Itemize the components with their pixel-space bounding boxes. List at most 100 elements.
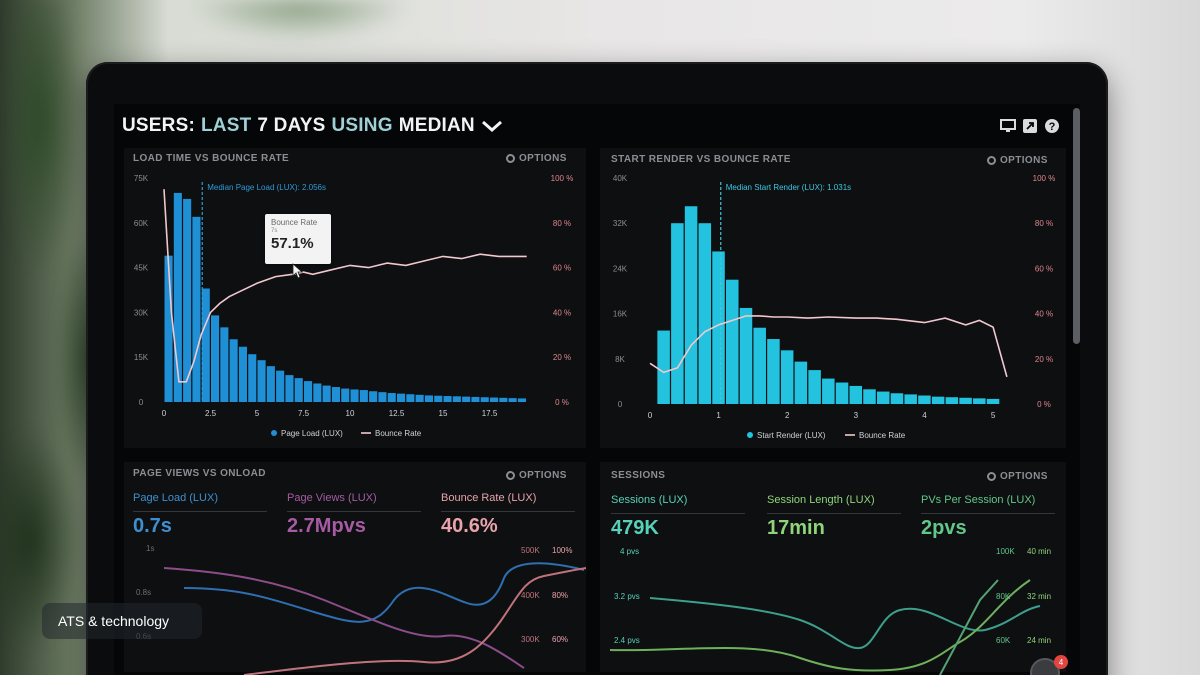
legend-swatch-bars <box>747 432 753 438</box>
caption-text: ATS & technology <box>58 613 170 629</box>
median-label: Median Page Load (LUX): 2.056s <box>207 183 326 192</box>
metric-divider <box>441 511 575 512</box>
options-button-start-render[interactable]: OPTIONS <box>987 155 1048 166</box>
right-tick: 400K <box>521 591 540 600</box>
x-tick: 7.5 <box>298 409 310 418</box>
histogram-bar <box>499 397 508 402</box>
monitor-icon[interactable] <box>1000 118 1016 134</box>
left-tick: 2.4 pvs <box>614 636 640 645</box>
metric-divider <box>287 511 421 512</box>
options-button-page-views[interactable]: OPTIONS <box>506 470 567 481</box>
histogram-bar <box>285 375 294 402</box>
histogram-bar <box>238 346 247 402</box>
dashboard-title[interactable]: USERS: LAST 7 DAYS USING MEDIAN <box>122 115 503 137</box>
histogram-bar <box>192 216 201 402</box>
y-tick-left: 30K <box>134 308 149 317</box>
histogram-bar <box>462 396 471 402</box>
histogram-bar <box>183 198 192 402</box>
right-tick: 80K <box>996 592 1011 601</box>
y-tick-right: 60 % <box>553 264 571 273</box>
x-tick: 10 <box>346 409 355 418</box>
chart-start-render: 40K 32K 24K 16K 8K 0 100 % 80 % 60 % 40 % 20 % 0 % 0… <box>613 174 1055 440</box>
histogram-bar <box>684 206 698 404</box>
histogram-bar <box>890 393 904 404</box>
histogram-bar <box>443 396 452 402</box>
histogram-bar <box>331 387 340 402</box>
help-icon[interactable]: ? <box>1044 118 1060 134</box>
histogram-bar <box>904 394 917 404</box>
panel-label-load-time: LOAD TIME VS BOUNCE RATE <box>133 153 290 164</box>
histogram-bar <box>229 339 238 402</box>
x-tick: 12.5 <box>389 409 405 418</box>
histogram-bar <box>387 393 396 402</box>
left-tick: 3.2 pvs <box>614 592 640 601</box>
gear-icon <box>506 154 515 163</box>
metric-label-pvs-per-session: PVs Per Session (LUX) <box>921 494 1036 506</box>
scrollbar[interactable] <box>1073 108 1080 344</box>
y-tick-left: 24K <box>613 264 628 273</box>
legend-label-line: Bounce Rate <box>859 431 906 440</box>
histogram-bar <box>959 397 972 404</box>
y-tick-right: 20 % <box>1035 355 1053 364</box>
x-tick: 15 <box>439 409 448 418</box>
y-tick-right: 40 % <box>553 308 571 317</box>
sessions-series-line <box>649 597 1041 650</box>
metric-label-sessions: Sessions (LUX) <box>611 494 688 506</box>
metric-label-page-load: Page Load (LUX) <box>133 492 218 504</box>
histogram-bar <box>480 397 489 402</box>
panel-label-sessions: SESSIONS <box>611 470 666 481</box>
histogram-bar <box>257 360 266 402</box>
bounce-rate-tooltip: Bounce Rate 7s 57.1% <box>265 214 331 264</box>
histogram-bar <box>822 378 835 404</box>
y-tick-left: 16K <box>613 310 628 319</box>
x-tick: 0 <box>648 411 653 420</box>
legend-label-bars: Page Load (LUX) <box>281 429 343 438</box>
histogram-bar <box>945 397 959 404</box>
x-tick: 5 <box>991 411 996 420</box>
histogram-bar <box>671 223 684 404</box>
options-button-sessions[interactable]: OPTIONS <box>987 471 1048 482</box>
histogram-bar <box>490 397 499 402</box>
tooltip-sub: 7s <box>271 228 278 234</box>
histogram-bar <box>313 383 322 402</box>
right-tick: 40 min <box>1027 547 1051 556</box>
metric-divider <box>767 513 901 514</box>
histogram-bar <box>266 366 275 402</box>
metric-value-sessions: 479K <box>611 517 659 539</box>
histogram-bar <box>248 354 257 402</box>
right-tick: 60% <box>552 635 568 644</box>
bounce-rate-series-line <box>243 567 586 675</box>
histogram-bar <box>341 388 350 402</box>
title-using: USING <box>331 115 393 136</box>
svg-text:?: ? <box>1049 121 1056 133</box>
x-tick: 0 <box>162 409 167 418</box>
left-tick: 4 pvs <box>620 547 639 556</box>
histogram-bar <box>863 389 876 404</box>
histogram-bar <box>201 288 210 402</box>
y-tick-right: 60 % <box>1035 264 1053 273</box>
legend-label-line: Bounce Rate <box>375 429 422 438</box>
histogram-bar <box>931 396 945 404</box>
right-tick: 32 min <box>1027 592 1051 601</box>
histogram-bar <box>794 361 808 404</box>
histogram-bar <box>657 330 670 404</box>
options-label: OPTIONS <box>519 470 567 481</box>
histogram-bar <box>359 390 368 402</box>
right-tick: 80% <box>552 591 568 600</box>
histogram-bar <box>508 398 517 402</box>
top-icons: ? <box>1000 118 1060 134</box>
chevron-down-icon[interactable] <box>481 119 503 133</box>
histogram-bar <box>294 378 303 402</box>
left-tick: 1s <box>146 544 154 553</box>
x-tick: 2.5 <box>205 409 217 418</box>
metric-label-session-length: Session Length (LUX) <box>767 494 875 506</box>
metric-value-page-views: 2.7Mpvs <box>287 515 366 537</box>
right-tick: 60K <box>996 636 1011 645</box>
options-button-load-time[interactable]: OPTIONS <box>506 153 567 164</box>
histogram-bar <box>835 382 849 404</box>
share-icon[interactable] <box>1022 118 1038 134</box>
metric-divider <box>133 511 267 512</box>
histogram-bar <box>369 391 378 402</box>
title-median: MEDIAN <box>398 115 475 136</box>
right-tick: 100% <box>552 546 572 555</box>
